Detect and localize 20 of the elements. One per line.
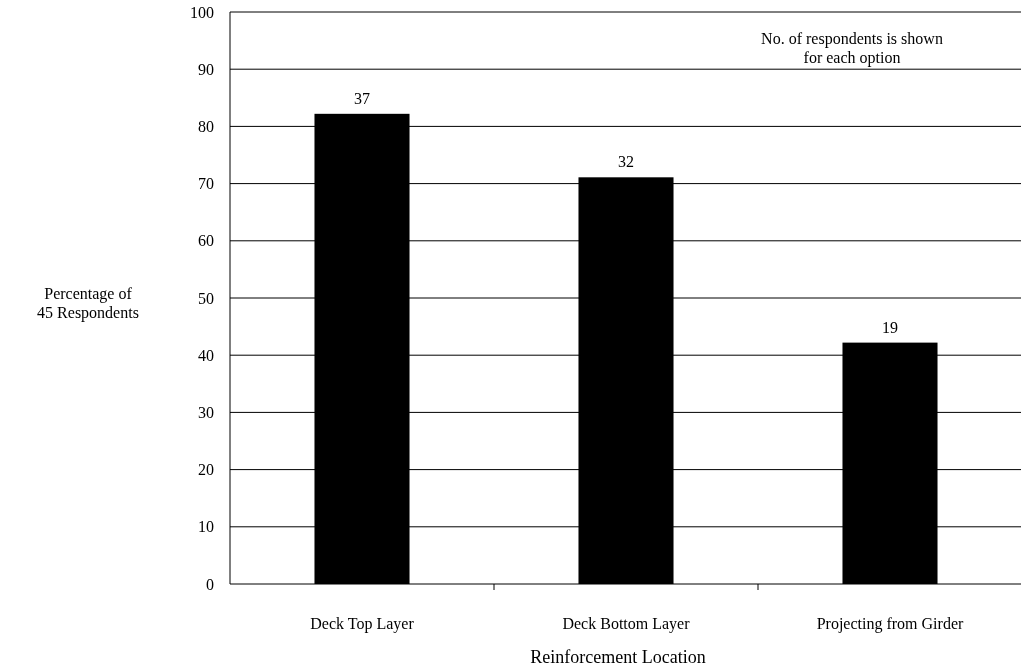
y-tick-label: 80 (198, 118, 214, 135)
y-tick-label: 50 (198, 289, 214, 307)
y-tick-label: 0 (206, 575, 214, 593)
y-tick-label: 10 (198, 518, 214, 536)
x-tick-label: Projecting from Girder (816, 615, 964, 633)
annotation: 37 (354, 89, 370, 107)
y-tick-label: 30 (198, 404, 214, 421)
y-tick-label: 40 (198, 346, 214, 364)
x-tick-label: Deck Top Layer (310, 615, 415, 633)
annotation: No. of respondents is shown for each option (761, 30, 943, 68)
y-tick-label: 70 (198, 175, 214, 193)
y-tick-label: 60 (198, 232, 214, 250)
x-tick-label: Deck Bottom Layer (562, 615, 691, 633)
annotation: 19 (882, 318, 898, 336)
y-axis-title: Percentage of 45 Respondents (37, 285, 139, 323)
x-axis-title: Reinforcement Location (530, 647, 706, 667)
y-tick-label: 90 (198, 60, 214, 78)
annotation: 32 (618, 153, 634, 171)
y-tick-label: 20 (198, 461, 214, 479)
y-tick-label: 100 (190, 3, 214, 21)
